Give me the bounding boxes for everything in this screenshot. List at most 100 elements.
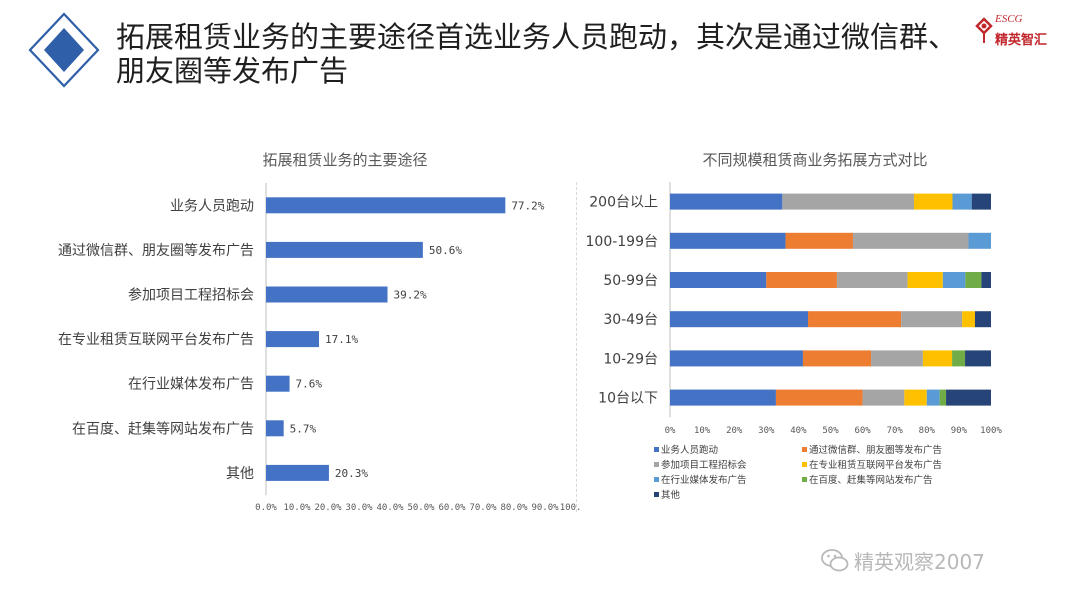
bar xyxy=(266,464,329,481)
legend-label: 在专业租赁互联网平台发布广告 xyxy=(809,459,942,471)
stacked-segment xyxy=(946,389,991,406)
x-tick-label: 30.0% xyxy=(345,503,373,513)
stacked-segment xyxy=(952,193,972,210)
data-label: 77.2% xyxy=(511,199,544,212)
stacked-segment xyxy=(670,272,767,288)
x-tick-label: 50% xyxy=(822,426,839,436)
legend-swatch xyxy=(802,477,807,482)
stacked-segment xyxy=(981,272,991,288)
stacked-segment xyxy=(922,350,953,367)
category-label: 10-29台 xyxy=(603,351,658,367)
legend-swatch xyxy=(654,447,659,452)
x-tick-label: 10.0% xyxy=(283,503,311,513)
legend-label: 业务人员跑动 xyxy=(661,444,718,456)
stacked-segment xyxy=(974,311,991,328)
legend-swatch xyxy=(802,447,807,452)
chart-divider xyxy=(576,182,577,512)
x-tick-label: 100.0% xyxy=(560,503,580,513)
x-tick-label: 50.0% xyxy=(407,503,435,513)
category-label: 100-199台 xyxy=(586,234,659,250)
stacked-segment xyxy=(670,389,776,406)
legend-label: 在百度、赶集等网站发布广告 xyxy=(809,474,933,486)
data-label: 7.6% xyxy=(296,378,323,391)
legend-swatch xyxy=(802,462,807,467)
data-label: 17.1% xyxy=(325,333,358,346)
bar xyxy=(266,420,284,437)
stacked-segment xyxy=(965,272,982,288)
stacked-segment xyxy=(968,232,991,249)
stacked-segment xyxy=(901,311,963,328)
logo-chinese-text: 精英智汇 xyxy=(995,33,1048,48)
bar xyxy=(266,286,388,303)
stacked-segment xyxy=(670,232,786,249)
category-label: 在专业租赁互联网平台发布广告 xyxy=(58,332,254,348)
stacked-segment xyxy=(802,350,872,367)
stacked-segment xyxy=(775,389,863,406)
stacked-segment xyxy=(907,272,943,288)
data-label: 20.3% xyxy=(335,467,368,480)
stacked-segment xyxy=(862,389,905,406)
x-tick-label: 70% xyxy=(887,426,904,436)
stacked-segment xyxy=(952,350,966,367)
stacked-segment xyxy=(962,311,975,328)
stacked-segment xyxy=(670,311,809,328)
x-tick-label: 90.0% xyxy=(531,503,559,513)
category-label: 通过微信群、朋友圈等发布广告 xyxy=(58,242,254,259)
x-tick-label: 60% xyxy=(854,426,871,436)
logo-mark-icon xyxy=(975,17,993,43)
x-tick-label: 60.0% xyxy=(438,503,466,513)
stacked-segment xyxy=(766,272,837,288)
x-tick-label: 90% xyxy=(951,426,968,436)
watermark: 精英观察2007 xyxy=(820,546,985,575)
category-label: 200台以上 xyxy=(589,195,658,211)
stacked-segment xyxy=(965,350,991,367)
category-label: 30-49台 xyxy=(603,312,658,328)
category-label: 50-99台 xyxy=(603,273,658,289)
stacked-segment xyxy=(836,272,908,288)
x-tick-label: 40% xyxy=(790,426,807,436)
stacked-segment xyxy=(670,193,783,210)
bar xyxy=(266,331,320,348)
x-tick-label: 10% xyxy=(694,426,711,436)
watermark-text: 精英观察2007 xyxy=(854,550,985,574)
x-tick-label: 40.0% xyxy=(376,503,404,513)
x-tick-label: 0% xyxy=(665,426,676,436)
x-tick-label: 0.0% xyxy=(255,503,277,513)
data-label: 5.7% xyxy=(290,422,317,435)
bar xyxy=(266,241,423,258)
diamond-logo-icon xyxy=(28,12,100,88)
stacked-segment xyxy=(942,272,966,288)
x-tick-label: 20% xyxy=(726,426,743,436)
legend-swatch xyxy=(654,477,659,482)
data-label: 39.2% xyxy=(394,289,427,302)
stacked-segment xyxy=(808,311,902,328)
legend-label: 参加项目工程招标会 xyxy=(661,459,747,471)
slide-title: 拓展租赁业务的主要途径首选业务人员跑动，其次是通过微信群、朋友圈等发布广告 xyxy=(116,20,958,88)
chart-title: 拓展租赁业务的主要途径 xyxy=(262,151,427,169)
stacked-segment xyxy=(971,193,991,210)
stacked-segment xyxy=(782,193,914,210)
stacked-segment xyxy=(670,350,803,367)
legend-swatch xyxy=(654,462,659,467)
legend-label: 其他 xyxy=(661,489,681,501)
chart-title: 不同规模租赁商业务拓展方式对比 xyxy=(702,151,927,169)
x-tick-label: 100% xyxy=(980,426,1002,436)
stacked-segment xyxy=(852,232,969,249)
category-label: 10台以下 xyxy=(598,391,658,407)
stacked-segment xyxy=(939,389,947,406)
x-tick-label: 30% xyxy=(758,426,775,436)
category-label: 参加项目工程招标会 xyxy=(128,287,254,304)
x-tick-label: 80% xyxy=(919,426,936,436)
legend-label: 在行业媒体发布广告 xyxy=(661,474,747,486)
stacked-segment xyxy=(785,232,853,249)
stacked-segment xyxy=(904,389,927,406)
x-tick-label: 70.0% xyxy=(469,503,497,513)
legend-swatch xyxy=(654,492,659,497)
category-label: 业务人员跑动 xyxy=(170,198,254,214)
data-label: 50.6% xyxy=(429,244,462,257)
category-label: 在行业媒体发布广告 xyxy=(128,377,254,393)
logo-english-text: ESCG xyxy=(995,13,1023,25)
legend-label: 通过微信群、朋友圈等发布广告 xyxy=(809,444,942,456)
